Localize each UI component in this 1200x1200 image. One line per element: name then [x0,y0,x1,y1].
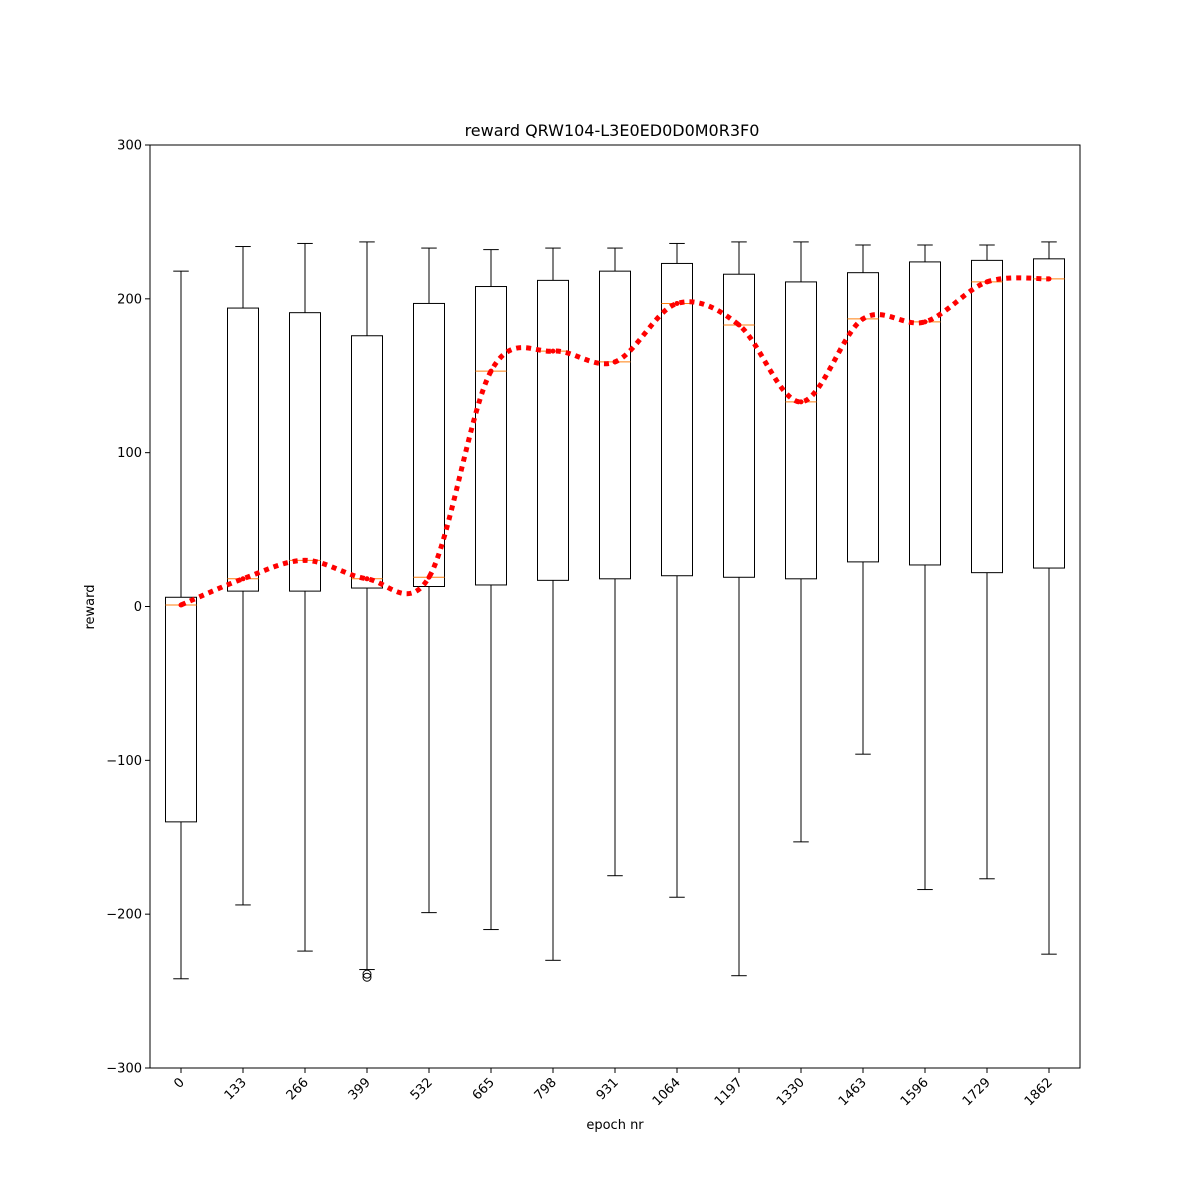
x-tick-label: 133 [222,1075,250,1103]
trend-point [178,602,184,608]
trend-point [302,557,308,563]
box-iqr [537,279,569,581]
box-133 [227,246,259,906]
box-iqr [351,335,383,589]
box-iqr [785,281,817,580]
trend-line [180,275,1050,608]
x-tick-label: 1330 [774,1075,808,1109]
outlier-point [362,972,372,982]
trend-point [798,399,804,405]
x-tick-label: 1862 [1022,1075,1056,1109]
trend-point [922,319,928,325]
x-tick-label: 1729 [960,1075,994,1109]
x-tick-label: 1463 [836,1075,870,1109]
y-tick-label: −300 [106,1062,142,1077]
box-iqr [1033,258,1065,569]
y-tick-label: 300 [117,139,142,154]
trend-point [674,300,680,306]
trend-point [240,576,246,582]
box-iqr [413,302,445,588]
box-1064 [661,242,693,898]
box-266 [289,242,321,952]
trend-point [736,322,742,328]
y-tick-label: 0 [134,600,142,615]
x-tick-label: 1064 [650,1075,684,1109]
box-iqr [661,262,693,577]
outlier-point [362,969,372,979]
trend-point [488,368,494,374]
box-798 [537,247,569,961]
trend-point [612,359,618,365]
y-tick-label: 200 [117,292,142,307]
trend-point [364,576,370,582]
y-tick-label: −200 [106,908,142,923]
box-1330 [785,241,817,843]
box-iqr [165,596,197,823]
x-tick-label: 1197 [712,1075,746,1109]
chart-title: reward QRW104-L3E0ED0D0M0R3F0 [465,121,760,140]
box-532 [413,247,445,914]
box-iqr [475,286,507,586]
x-tick-label: 1596 [898,1075,932,1109]
x-tick-label: 798 [532,1075,560,1103]
x-tick-label: 0 [171,1075,187,1091]
x-tick-label: 266 [284,1075,312,1103]
y-tick-label: 100 [117,446,142,461]
plot-area [165,241,1065,982]
box-1862 [1033,241,1065,955]
x-tick-label: 931 [594,1075,622,1103]
box-iqr [599,270,631,580]
box-399 [351,241,383,982]
x-tick-label: 399 [346,1075,374,1103]
box-iqr [909,261,941,566]
box-iqr [289,312,321,592]
trend-point [426,574,432,580]
box-1197 [723,241,755,977]
trend-point [1046,276,1052,282]
box-iqr [227,307,259,592]
trend-point [860,316,866,322]
box-0 [165,270,197,980]
x-tick-label: 665 [470,1075,498,1103]
x-axis-label: epoch nr [586,1118,644,1133]
x-tick-label: 532 [408,1075,436,1103]
box-1729 [971,244,1003,880]
box-1596 [909,244,941,891]
y-tick-label: −100 [106,754,142,769]
trend-point [550,348,556,354]
box-iqr [723,273,755,578]
box-665 [475,249,507,931]
box-iqr [971,259,1003,574]
y-axis-label: reward [83,584,98,629]
box-931 [599,247,631,877]
trend-point [984,279,990,285]
box-1463 [847,244,879,755]
box-iqr [847,272,879,563]
